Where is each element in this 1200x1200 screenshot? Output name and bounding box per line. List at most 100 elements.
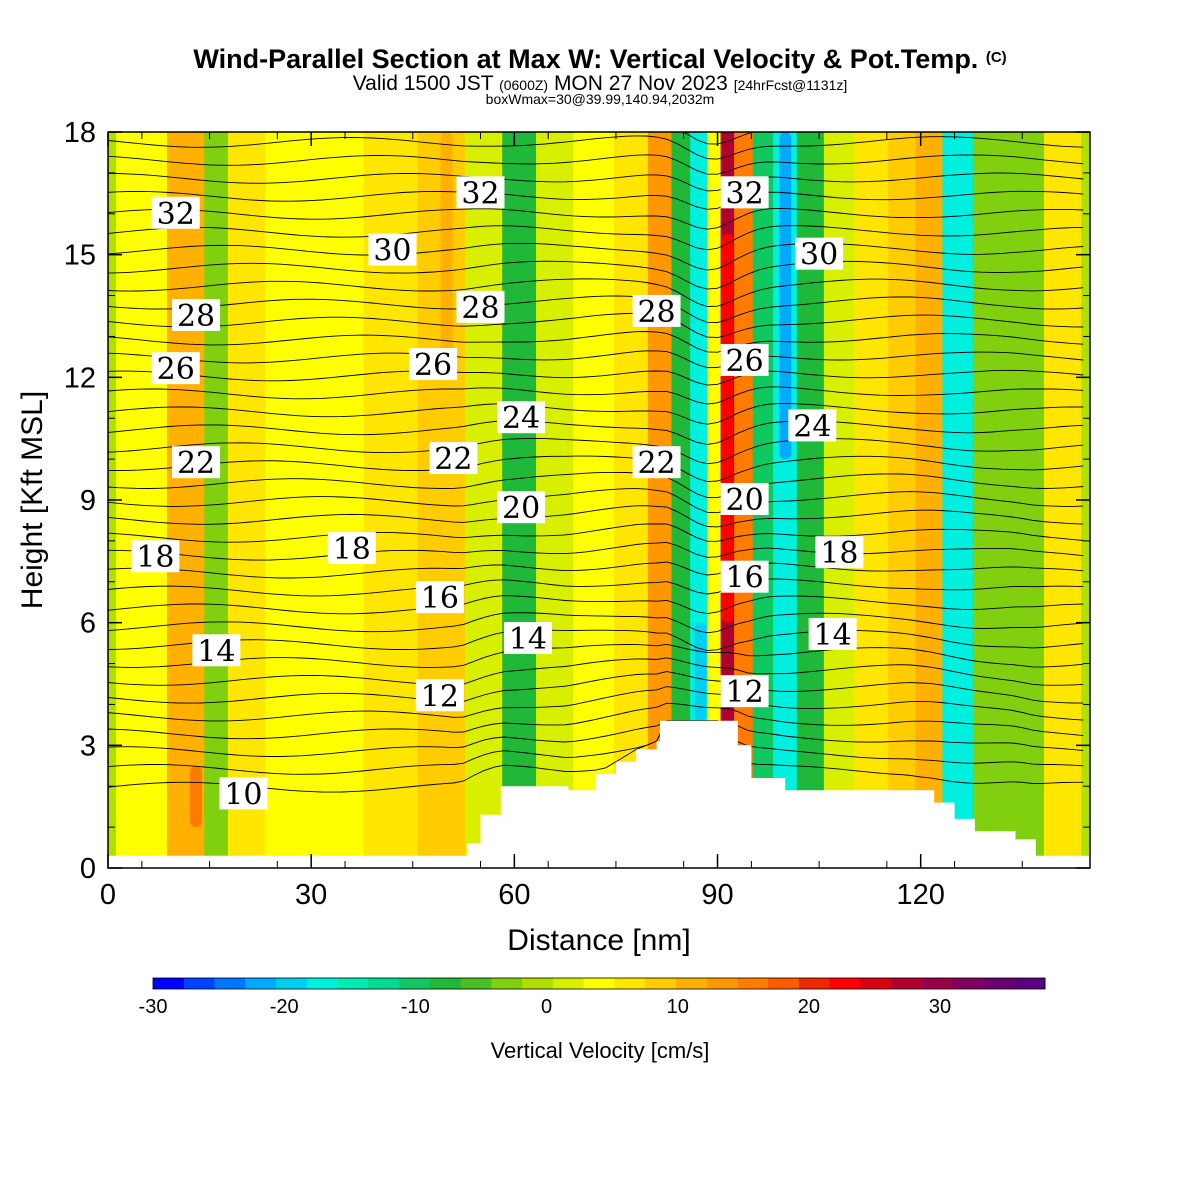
- velocity-column: [312, 132, 368, 868]
- theta-contour: [108, 437, 1084, 465]
- colorbar-tick-label: 30: [929, 996, 951, 1018]
- contour-label-box: [415, 679, 464, 712]
- contour-label: 10: [224, 777, 262, 812]
- colorbar-swatch: [552, 978, 585, 989]
- theta-contour: [108, 702, 1084, 740]
- colorbar-swatch: [706, 978, 738, 989]
- contour-label-box: [632, 446, 681, 479]
- x-tick-label: 90: [701, 879, 733, 911]
- theta-contour: [108, 455, 1084, 483]
- x-tick-label: 120: [896, 879, 944, 911]
- y-tick-label: 18: [64, 117, 96, 149]
- theta-contour: [108, 578, 1084, 597]
- x-tick-label: 30: [295, 879, 327, 911]
- colorbar-swatch: [983, 978, 1015, 989]
- contour-label: 22: [434, 442, 472, 477]
- contour-label: 16: [726, 561, 764, 596]
- theta-contour: [108, 225, 1084, 251]
- contour-label-box: [131, 540, 180, 573]
- velocity-column: [942, 132, 977, 868]
- contour-label-box: [808, 617, 857, 650]
- colorbar-swatch: [245, 978, 277, 989]
- theta-contour: [108, 278, 1084, 307]
- contour-label: 32: [157, 197, 195, 232]
- velocity-column: [888, 132, 920, 868]
- theta-contour: [108, 207, 1084, 230]
- velocity-column: [1006, 132, 1048, 868]
- theta-contour: [108, 523, 1084, 543]
- y-tick-label: 12: [64, 362, 96, 394]
- contour-label-box: [720, 176, 769, 209]
- contour-label-box: [368, 233, 417, 266]
- y-tick-label: 0: [80, 853, 96, 885]
- contour-label-box: [415, 581, 464, 614]
- contour-label-box: [503, 622, 552, 655]
- theta-contour: [108, 260, 1084, 290]
- contour-label: 18: [136, 540, 174, 575]
- theta-contour: [108, 154, 1084, 175]
- colorbar-swatch: [337, 978, 369, 989]
- contour-label: 24: [793, 409, 831, 444]
- terrain-mask: [108, 720, 1090, 868]
- theta-contour: [108, 720, 1084, 775]
- colorbar-swatch: [768, 978, 800, 989]
- contour-label: 30: [800, 238, 838, 273]
- colorbar-swatch: [1014, 978, 1046, 989]
- theta-contour: [108, 386, 1084, 405]
- chart-title: Wind-Parallel Section at Max W: Vertical…: [193, 44, 1007, 74]
- velocity-column: [573, 132, 618, 868]
- colorbar-tick-label: -30: [139, 996, 168, 1018]
- colorbar-swatch: [522, 978, 554, 989]
- velocity-core: [440, 132, 453, 378]
- contour-label: 16: [421, 581, 459, 616]
- contour-label-box: [456, 176, 505, 209]
- colorbar-swatch: [491, 978, 523, 989]
- contour-label-box: [429, 442, 478, 475]
- theta-contour: [108, 595, 1084, 615]
- contour-label: 28: [637, 295, 675, 330]
- colorbar-frame: [152, 977, 1046, 990]
- colorbar-swatch: [614, 978, 646, 989]
- theta-contour: [108, 720, 1084, 793]
- y-tick-label: 6: [80, 608, 96, 640]
- contour-label-box: [456, 290, 505, 323]
- contour-label: 32: [461, 176, 499, 211]
- y-tick-label: 15: [64, 240, 96, 272]
- colorbar-swatch: [798, 978, 831, 989]
- y-tick-label: 3: [80, 730, 96, 762]
- colorbar-tick-label: 20: [798, 996, 820, 1018]
- contour-label-box: [497, 401, 546, 434]
- contour-label-box: [151, 196, 200, 229]
- theta-contour: [108, 403, 1084, 425]
- chart-subtitle: Valid 1500 JST (0600Z) MON 27 Nov 2023 […: [352, 72, 848, 95]
- theta-contour: [108, 686, 1084, 722]
- contour-label-box: [720, 675, 769, 708]
- theta-contour: [108, 488, 1084, 514]
- colorbar-swatch: [921, 978, 954, 989]
- theta-contour: [108, 720, 1084, 757]
- colorbar-swatch: [952, 978, 984, 989]
- colorbar-swatch: [891, 978, 923, 989]
- theta-contour: [108, 629, 1084, 652]
- contour-label-box: [795, 237, 844, 270]
- y-axis-label: Height [Kft MSL]: [16, 391, 49, 609]
- theta-contour: [108, 369, 1084, 386]
- velocity-core: [190, 765, 203, 828]
- contour-label: 20: [502, 491, 540, 526]
- theta-contour: [108, 471, 1084, 499]
- theta-contour: [108, 420, 1084, 445]
- theta-contour: [108, 242, 1084, 271]
- contour-label-box: [192, 634, 241, 667]
- contour-label-box: [327, 532, 376, 565]
- contour-label-box: [409, 348, 458, 381]
- velocity-column: [854, 132, 893, 868]
- colorbar-swatch: [675, 978, 708, 989]
- contour-label: 18: [333, 532, 371, 567]
- colorbar-swatch: [399, 978, 431, 989]
- contour-label: 20: [726, 483, 764, 518]
- contour-label-box: [632, 294, 681, 327]
- theta-contour: [108, 295, 1084, 323]
- contour-label-box: [497, 491, 546, 524]
- theta-contour: [108, 312, 1084, 338]
